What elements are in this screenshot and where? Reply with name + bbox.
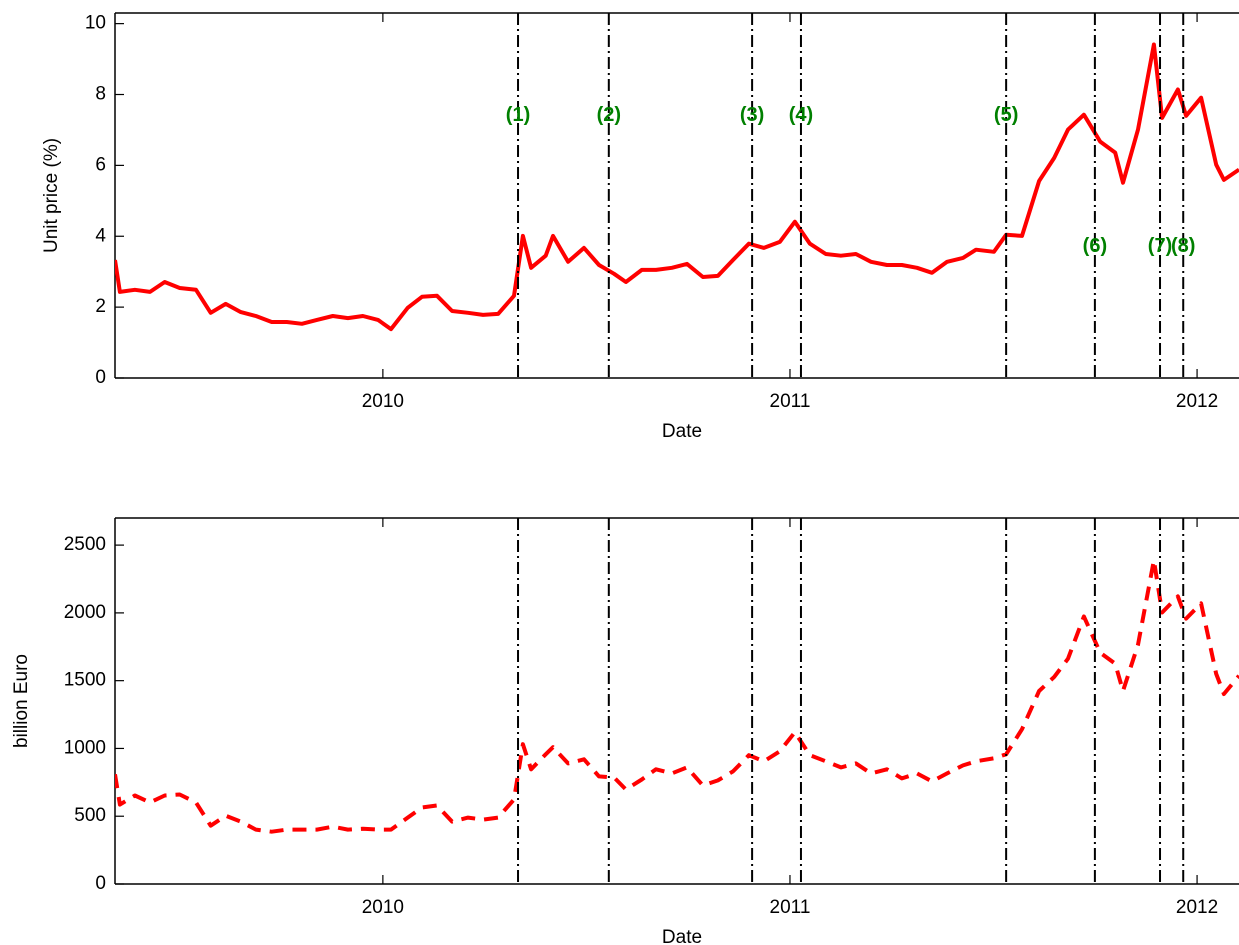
y-tick-label: 8 — [95, 84, 106, 105]
y-tick-label: 6 — [95, 154, 106, 175]
event-label: (8) — [1171, 235, 1195, 257]
y-tick-label: 2000 — [64, 602, 106, 623]
event-label: (7) — [1148, 235, 1172, 257]
y-tick-label: 2 — [95, 296, 106, 317]
x-tick-label: 2011 — [770, 897, 811, 918]
x-tick-label: 2010 — [362, 391, 404, 412]
event-label: (3) — [740, 104, 764, 126]
data-line — [115, 42, 1239, 332]
y-tick-label: 1500 — [64, 670, 106, 691]
x-axis-label: Date — [662, 927, 702, 945]
y-tick-label: 0 — [95, 367, 106, 388]
y-axis-label: billion Euro — [11, 654, 32, 748]
event-label: (6) — [1083, 235, 1107, 257]
y-tick-label: 10 — [85, 13, 106, 34]
y-tick-label: 0 — [95, 873, 106, 894]
event-label: (1) — [506, 104, 530, 126]
y-tick-label: 2500 — [64, 534, 106, 555]
y-tick-label: 4 — [95, 225, 106, 246]
event-label: (4) — [789, 104, 813, 126]
x-axis-label: Date — [662, 421, 702, 442]
event-label: (2) — [597, 104, 621, 126]
x-tick-label: 2010 — [362, 897, 404, 918]
data-line — [115, 558, 1239, 834]
y-tick-label: 1000 — [64, 737, 106, 758]
y-tick-label: 500 — [74, 805, 106, 826]
event-label: (5) — [994, 104, 1018, 126]
plot-area — [115, 558, 1239, 834]
x-tick-label: 2012 — [1176, 391, 1218, 412]
plot-area — [115, 42, 1239, 332]
x-tick-label: 2011 — [770, 391, 811, 412]
y-axis-label: Unit price (%) — [41, 138, 62, 253]
x-tick-label: 2012 — [1176, 897, 1218, 918]
